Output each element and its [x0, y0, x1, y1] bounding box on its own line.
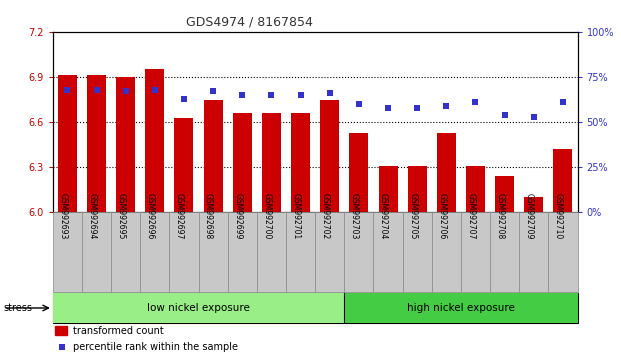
- Text: GSM992703: GSM992703: [350, 193, 359, 240]
- Text: GSM992694: GSM992694: [88, 193, 96, 240]
- Bar: [262, 113, 281, 212]
- Text: GSM992705: GSM992705: [408, 193, 417, 240]
- Bar: [257, 212, 286, 292]
- Point: [91, 87, 101, 92]
- Bar: [55, 326, 67, 335]
- Point: [237, 92, 247, 98]
- Bar: [170, 212, 199, 292]
- Point: [529, 114, 539, 120]
- Bar: [548, 212, 578, 292]
- Bar: [286, 212, 315, 292]
- Text: GSM992704: GSM992704: [379, 193, 388, 240]
- Bar: [175, 118, 194, 212]
- Text: GSM992695: GSM992695: [117, 193, 125, 240]
- Bar: [379, 166, 397, 212]
- Text: GSM992696: GSM992696: [146, 193, 155, 240]
- Bar: [53, 293, 344, 323]
- Bar: [82, 212, 111, 292]
- Text: GSM992699: GSM992699: [233, 193, 242, 240]
- Point: [471, 99, 481, 105]
- Bar: [519, 212, 548, 292]
- Text: GSM992708: GSM992708: [496, 193, 505, 240]
- Bar: [233, 113, 252, 212]
- Text: GSM992709: GSM992709: [525, 193, 534, 240]
- Bar: [402, 212, 432, 292]
- Point: [266, 92, 276, 98]
- Bar: [111, 212, 140, 292]
- Text: high nickel exposure: high nickel exposure: [407, 303, 515, 313]
- Bar: [524, 198, 543, 212]
- Text: GDS4974 / 8167854: GDS4974 / 8167854: [186, 16, 313, 29]
- Text: GSM992701: GSM992701: [292, 193, 301, 240]
- Bar: [432, 212, 461, 292]
- Text: percentile rank within the sample: percentile rank within the sample: [73, 342, 238, 352]
- Point: [120, 88, 130, 94]
- Point: [500, 112, 510, 118]
- Bar: [553, 149, 573, 212]
- Bar: [116, 77, 135, 212]
- Bar: [461, 212, 490, 292]
- Bar: [466, 166, 485, 212]
- Bar: [204, 99, 222, 212]
- Bar: [320, 99, 339, 212]
- Bar: [315, 212, 344, 292]
- Text: GSM992700: GSM992700: [263, 193, 271, 240]
- Bar: [408, 166, 427, 212]
- Bar: [344, 293, 578, 323]
- Text: GSM992702: GSM992702: [320, 193, 330, 240]
- Bar: [350, 133, 368, 212]
- Text: GSM992707: GSM992707: [466, 193, 476, 240]
- Point: [442, 103, 451, 109]
- Point: [412, 105, 422, 110]
- Text: transformed count: transformed count: [73, 326, 163, 336]
- Bar: [87, 75, 106, 212]
- Bar: [490, 212, 519, 292]
- Bar: [373, 212, 402, 292]
- Point: [354, 101, 364, 107]
- Text: GSM992706: GSM992706: [437, 193, 446, 240]
- Point: [325, 90, 335, 96]
- Point: [62, 87, 72, 92]
- Text: low nickel exposure: low nickel exposure: [147, 303, 250, 313]
- Point: [150, 87, 160, 92]
- Bar: [58, 75, 77, 212]
- Bar: [53, 212, 82, 292]
- Bar: [145, 69, 165, 212]
- Bar: [199, 212, 228, 292]
- Bar: [495, 176, 514, 212]
- Point: [208, 88, 218, 94]
- Point: [383, 105, 393, 110]
- Text: GSM992710: GSM992710: [554, 193, 563, 240]
- Text: GSM992697: GSM992697: [175, 193, 184, 240]
- Bar: [344, 212, 373, 292]
- Bar: [437, 133, 456, 212]
- Text: stress: stress: [3, 303, 32, 313]
- Point: [57, 344, 66, 350]
- Bar: [291, 113, 310, 212]
- Text: GSM992698: GSM992698: [204, 193, 213, 240]
- Bar: [140, 212, 170, 292]
- Point: [558, 99, 568, 105]
- Text: GSM992693: GSM992693: [58, 193, 67, 240]
- Point: [179, 96, 189, 102]
- Bar: [228, 212, 257, 292]
- Point: [296, 92, 306, 98]
